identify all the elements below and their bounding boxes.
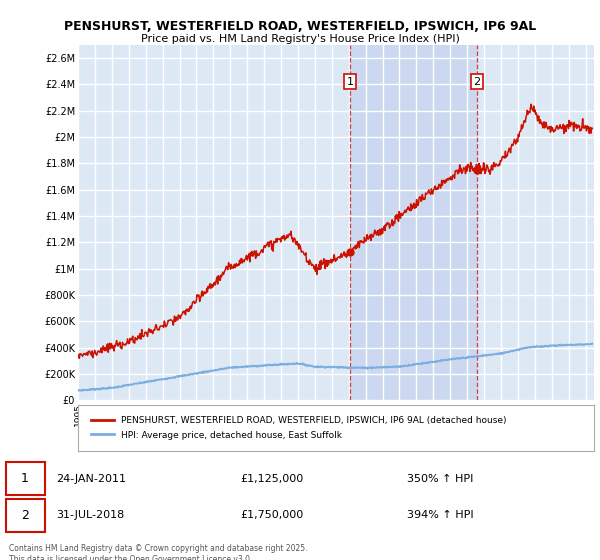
- Text: 1: 1: [346, 77, 353, 87]
- Text: £1,125,000: £1,125,000: [241, 474, 304, 483]
- Text: 394% ↑ HPI: 394% ↑ HPI: [407, 511, 473, 520]
- Text: 31-JUL-2018: 31-JUL-2018: [56, 511, 125, 520]
- Legend: PENSHURST, WESTERFIELD ROAD, WESTERFIELD, IPSWICH, IP6 9AL (detached house), HPI: PENSHURST, WESTERFIELD ROAD, WESTERFIELD…: [88, 413, 510, 443]
- Text: PENSHURST, WESTERFIELD ROAD, WESTERFIELD, IPSWICH, IP6 9AL: PENSHURST, WESTERFIELD ROAD, WESTERFIELD…: [64, 20, 536, 32]
- Text: Price paid vs. HM Land Registry's House Price Index (HPI): Price paid vs. HM Land Registry's House …: [140, 34, 460, 44]
- FancyBboxPatch shape: [6, 498, 44, 532]
- Text: 350% ↑ HPI: 350% ↑ HPI: [407, 474, 473, 483]
- FancyBboxPatch shape: [6, 461, 44, 496]
- Text: 1: 1: [21, 472, 29, 485]
- Bar: [350, 45, 477, 400]
- Text: 2: 2: [473, 77, 481, 87]
- Text: £1,750,000: £1,750,000: [241, 511, 304, 520]
- Text: 24-JAN-2011: 24-JAN-2011: [56, 474, 127, 483]
- Text: Contains HM Land Registry data © Crown copyright and database right 2025.
This d: Contains HM Land Registry data © Crown c…: [9, 544, 308, 560]
- Text: 2: 2: [21, 509, 29, 522]
